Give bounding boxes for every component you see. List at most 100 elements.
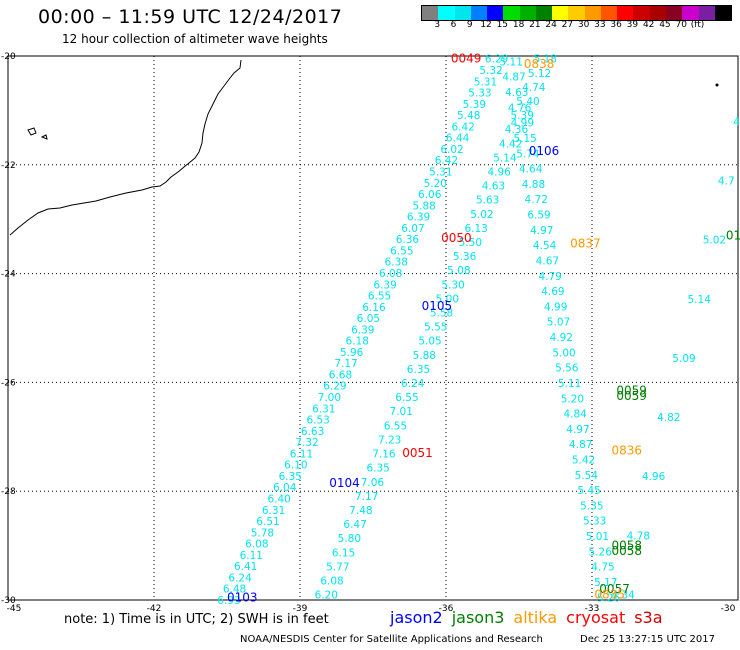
wave-height-value: 6.47: [343, 519, 366, 531]
page-title: 00:00 – 11:59 UTC 12/24/2017: [38, 6, 343, 28]
latitude-tick-label: -22: [1, 161, 16, 171]
pass-time-label: 0058: [611, 544, 642, 558]
wave-height-value: 5.31: [474, 76, 497, 88]
latitude-tick-label: -26: [1, 378, 16, 388]
wave-height-value: 5.02: [703, 235, 726, 247]
wave-height-value: 4.75: [591, 562, 614, 574]
wave-height-value: 6.55: [384, 420, 407, 432]
pass-time-label: 0106: [529, 144, 560, 158]
wave-height-value: 6.42: [451, 121, 474, 133]
color-scale-label: 42: [642, 20, 655, 30]
wave-height-value: 5.09: [672, 353, 695, 365]
pass-time-label: 0051: [402, 446, 433, 460]
wave-height-value: 6.24: [228, 572, 252, 584]
wave-height-value: 6.15: [332, 547, 355, 559]
wave-height-value: 5.45: [577, 485, 600, 497]
wave-height-value: 5.80: [338, 533, 361, 545]
wave-height-value: 4.74: [522, 82, 546, 94]
wave-height-value: 4.99: [511, 118, 534, 130]
wave-height-value: 6.59: [527, 210, 550, 222]
color-swatch-9: [568, 6, 585, 20]
color-swatch-13: [633, 6, 650, 20]
wave-height-value: 5.02: [470, 209, 493, 221]
wave-height-value: 5.30: [441, 279, 464, 291]
wave-height-value: 6.68: [329, 369, 352, 381]
color-scale-label: 18: [512, 20, 525, 30]
wave-height-value: 4.42: [499, 138, 522, 150]
footer-timestamp: Dec 25 13:27:15 UTC 2017: [580, 634, 715, 645]
wave-height-value: 6.31: [262, 505, 285, 517]
color-scale-label: 9: [466, 20, 473, 30]
wave-height-value: 4.64: [519, 164, 543, 176]
wave-height-value: 4.96: [642, 471, 666, 483]
color-scale-label: 33: [594, 20, 606, 30]
wave-height-value: 5.96: [340, 347, 364, 359]
longitude-tick-label: -36: [439, 604, 454, 614]
wave-height-value: 6.41: [234, 561, 257, 573]
wave-height-value: 4.69: [541, 286, 564, 298]
wave-height-value: 5.36: [453, 251, 477, 263]
pass-time-label: 01: [726, 229, 740, 243]
wave-height-value: 7.16: [372, 449, 396, 461]
color-scale-label: 21: [529, 20, 541, 30]
legend-entry-altika: altika: [513, 608, 558, 627]
pass-time-label: 0050: [441, 231, 472, 245]
wave-height-value: 5.31: [429, 166, 452, 178]
wave-height-value: 5.00: [436, 293, 459, 305]
wave-height-value: 6.08: [320, 575, 343, 587]
wave-height-value: 6.20: [315, 590, 338, 602]
longitude-tick-label: -39: [293, 604, 308, 614]
wave-height-value: 6.63: [301, 426, 324, 438]
color-scale-bar: [421, 5, 732, 21]
pass-time-label: 0058: [611, 539, 642, 553]
wave-height-value: 5.17: [594, 577, 617, 589]
color-swatch-8: [552, 6, 569, 20]
color-swatch-10: [584, 6, 601, 20]
color-scale-label: 45: [659, 20, 671, 30]
wave-height-value: 6.29: [323, 381, 346, 393]
wave-height-value: 6.11: [240, 550, 263, 562]
wave-height-value: 5.26: [589, 546, 613, 558]
wave-height-value: 5.15: [513, 133, 536, 145]
wave-height-value: 5.58: [430, 308, 453, 320]
wave-height-value: 6.02: [440, 144, 463, 156]
longitude-tick-label: -42: [147, 604, 162, 614]
color-scale-label: 6: [450, 20, 457, 30]
pass-time-label: 0059: [616, 384, 647, 398]
wave-height-value: 4.92: [550, 332, 573, 344]
axis-labels: -45 -42 -39 -36 -33 -30 -20 -22 -24 -26 -28 -30: [1, 52, 736, 614]
wave-height-value: 6.44: [446, 133, 470, 145]
pass-time-label: 0836: [611, 443, 642, 457]
wave-height-value: 6.55: [395, 392, 418, 404]
longitude-tick-label: -33: [585, 604, 600, 614]
wave-height-value: 6.06: [418, 189, 442, 201]
wave-height-value: 5.33: [468, 88, 491, 100]
wave-height-value: 5.33: [583, 516, 606, 528]
wave-height-value: 5.20: [424, 178, 447, 190]
note-text: note: 1) Time is in UTC; 2) SWH is in fe…: [64, 612, 329, 627]
color-scale-label: 15: [496, 20, 509, 30]
wave-height-value: 5.56: [555, 363, 579, 375]
wave-height-value: 5.78: [251, 527, 274, 539]
wave-height-value: 5.01: [586, 531, 609, 543]
wave-height-value: 5.50: [459, 237, 482, 249]
wave-height-value: 5.63: [476, 195, 499, 207]
wave-height-value: 6.53: [306, 415, 329, 427]
color-swatch-6: [519, 6, 536, 20]
wave-height-value: 6.10: [284, 460, 307, 472]
wave-height-value: 5.55: [424, 322, 447, 334]
wave-height-value: 4.67: [536, 255, 559, 267]
wave-height-value: 6.29: [485, 54, 508, 66]
page-subtitle: 12 hour collection of altimeter wave hei…: [62, 32, 328, 46]
wave-height-value: 5.12: [528, 68, 551, 80]
pass-time-label: 0104: [329, 476, 360, 490]
pass-time-label: 0837: [570, 237, 601, 251]
wave-height-value: 5.77: [326, 561, 349, 573]
pass-time-label: 0059: [616, 389, 647, 403]
wave-height-value: 5.32: [479, 65, 502, 77]
pass-time-label: 0103: [227, 590, 258, 604]
footer-credit: NOAA/NESDIS Center for Satellite Applica…: [240, 634, 543, 645]
color-swatch-5: [503, 6, 520, 20]
wave-height-value: 6.55: [390, 245, 413, 257]
